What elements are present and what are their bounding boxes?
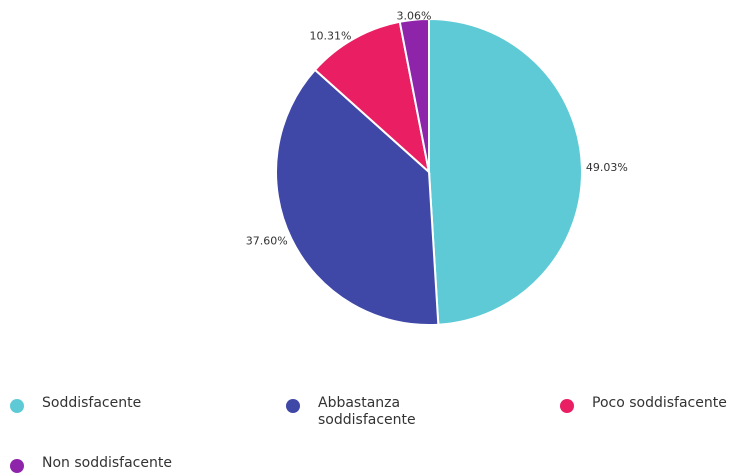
slice-label-soddisfacente: 49.03% [586, 161, 628, 174]
legend-swatch-poco-soddisfacente [560, 399, 574, 413]
legend-item-soddisfacente[interactable]: Soddisfacente [10, 395, 141, 413]
legend-label-soddisfacente: Soddisfacente [42, 395, 142, 411]
legend-swatch-non-soddisfacente [10, 459, 24, 473]
legend-item-poco-soddisfacente[interactable]: Poco soddisfacente [560, 395, 727, 413]
legend-item-non-soddisfacente[interactable]: Non soddisfacente [10, 455, 172, 473]
legend-swatch-soddisfacente [10, 399, 24, 413]
pie-chart: 49.03% 37.60% 10.31% 3.06% [246, 10, 628, 326]
slice-label-poco-soddisfacente: 10.31% [310, 29, 352, 42]
legend-label-poco-soddisfacente: Poco soddisfacente [592, 395, 727, 411]
slice-label-abbastanza-soddisfacente: 37.60% [246, 234, 288, 247]
pie-slice-non-soddisfacente[interactable] [398, 17, 430, 173]
legend-label-abbastanza-soddisfacente: Abbastanza soddisfacente [318, 395, 416, 428]
slice-label-non-soddisfacente: 3.06% [396, 10, 431, 23]
legend-label-non-soddisfacente: Non soddisfacente [42, 455, 172, 471]
pie-slice-abbastanza-soddisfacente[interactable] [275, 68, 440, 326]
legend-item-abbastanza-soddisfacente[interactable]: Abbastanza soddisfacente [286, 395, 468, 429]
chart-legend: Soddisfacente Abbastanza soddisfacente P… [0, 390, 746, 473]
legend-swatch-abbastanza-soddisfacente [286, 399, 300, 413]
pie-slice-soddisfacente[interactable] [428, 17, 583, 326]
pie-slice-poco-soddisfacente[interactable] [313, 20, 431, 175]
